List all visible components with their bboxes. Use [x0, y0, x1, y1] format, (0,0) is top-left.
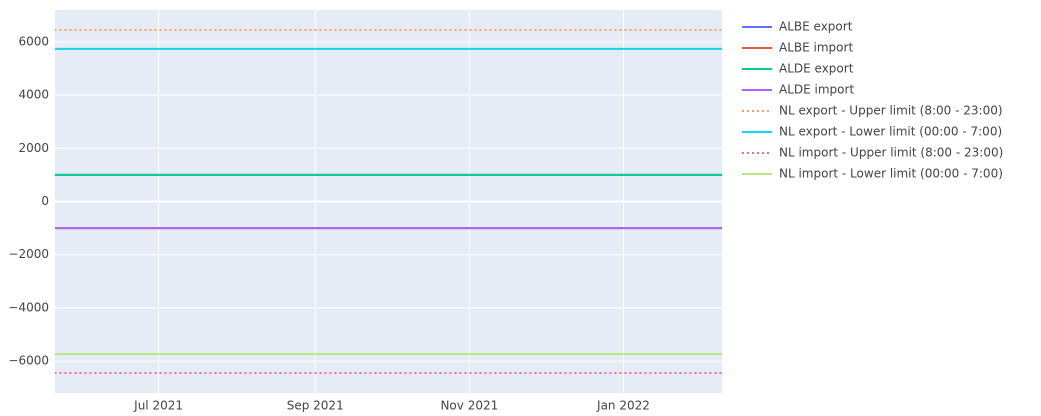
- y-tick-label: 2000: [18, 141, 49, 155]
- legend-label: ALBE export: [779, 20, 853, 34]
- x-tick-label: Sep 2021: [287, 399, 344, 413]
- legend-label: NL export - Lower limit (00:00 - 7:00): [779, 125, 1002, 139]
- grid: [55, 10, 722, 393]
- labels: −6000 −4000 −2000 0 2000 4000 6000 Jul 2021 Sep …: [8, 34, 649, 412]
- legend-label: NL import - Lower limit (00:00 - 7:00): [779, 167, 1003, 181]
- lines: [55, 28, 722, 375]
- x-tick-label: Jan 2022: [596, 399, 650, 413]
- legend: ALBE export ALBE import ALDE export ALDE im…: [742, 20, 1003, 181]
- x-tick-label: Nov 2021: [440, 399, 498, 413]
- legend-label: ALDE import: [779, 83, 854, 97]
- y-tick-label: 4000: [18, 88, 49, 102]
- legend-label: ALBE import: [779, 41, 853, 55]
- y-tick-label: −6000: [8, 354, 49, 368]
- y-tick-label: −4000: [8, 300, 49, 314]
- legend-label: NL export - Upper limit (8:00 - 23:00): [779, 104, 1003, 118]
- y-tick-label: −2000: [8, 247, 49, 261]
- y-tick-label: 6000: [18, 34, 49, 48]
- legend-label: NL import - Upper limit (8:00 - 23:00): [779, 146, 1003, 160]
- legend-label: ALDE export: [779, 62, 854, 76]
- y-tick-label: 0: [41, 194, 49, 208]
- x-tick-label: Jul 2021: [133, 399, 183, 413]
